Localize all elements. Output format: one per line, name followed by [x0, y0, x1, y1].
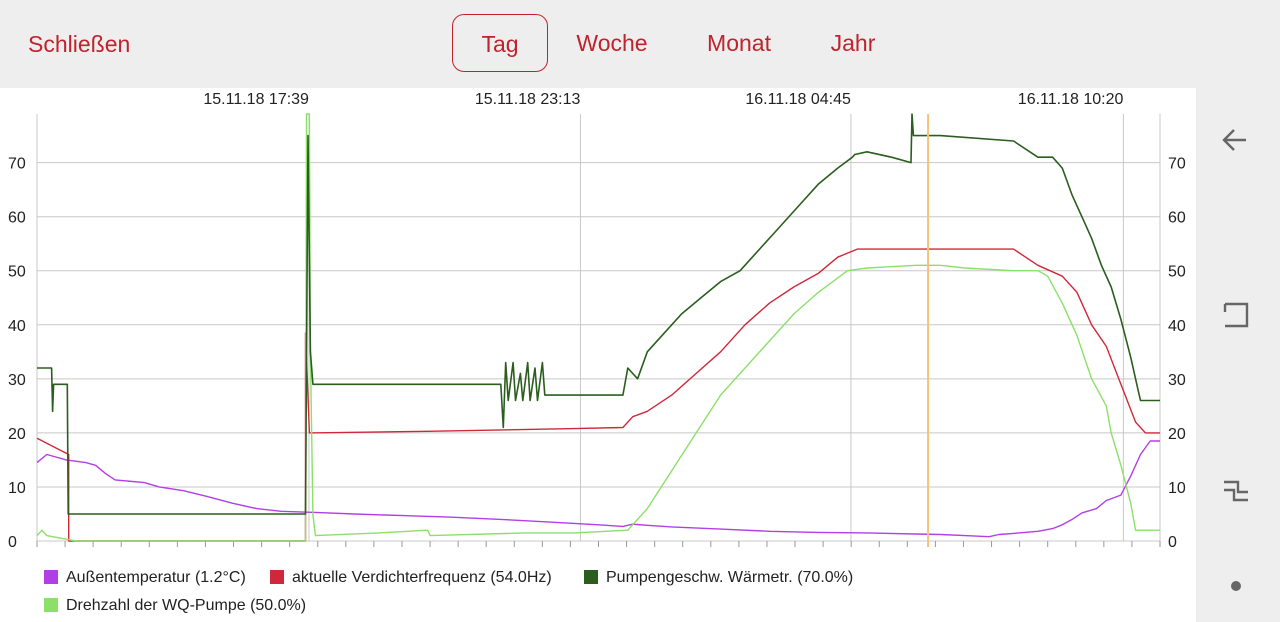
series-line	[37, 113, 1160, 515]
x-tick-label: 15.11.18 17:39	[203, 91, 309, 108]
tab-year[interactable]: Jahr	[830, 30, 876, 56]
legend-label: aktuelle Verdichterfrequenz (54.0Hz)	[292, 569, 552, 586]
y-tick-label-left: 10	[8, 480, 26, 497]
tab-day[interactable]: Tag	[452, 14, 548, 72]
top-toolbar: Schließen Tag Woche Monat Jahr	[0, 0, 1196, 88]
tab-month[interactable]: Monat	[707, 30, 771, 56]
y-tick-label-right: 20	[1168, 426, 1186, 443]
series-line	[36, 248, 1160, 542]
y-tick-label-left: 0	[8, 534, 17, 551]
y-tick-label-right: 40	[1168, 318, 1186, 335]
series-line	[36, 113, 1160, 542]
tab-week[interactable]: Woche	[576, 30, 648, 56]
chart-legend: Außentemperatur (1.2°C) aktuelle Verdich…	[0, 564, 1196, 622]
legend-label: Drehzahl der WQ-Pumpe (50.0%)	[66, 597, 307, 614]
legend-swatch	[270, 570, 284, 584]
legend-item-outdoor-temp: Außentemperatur (1.2°C)	[44, 568, 246, 588]
y-tick-label-left: 60	[8, 210, 26, 227]
home-dot-icon[interactable]	[1216, 566, 1256, 606]
y-tick-label-right: 0	[1168, 534, 1177, 551]
back-icon[interactable]	[1216, 120, 1256, 160]
system-navigation-bar	[1196, 0, 1280, 622]
legend-item-compressor-frequency: aktuelle Verdichterfrequenz (54.0Hz)	[270, 568, 552, 588]
recents-icon[interactable]	[1216, 296, 1256, 336]
y-tick-label-left: 50	[8, 264, 26, 281]
return-icon[interactable]	[1216, 470, 1256, 510]
x-tick-label: 15.11.18 23:13	[475, 91, 581, 108]
x-tick-label: 16.11.18 04:45	[745, 91, 851, 108]
y-tick-label-left: 70	[8, 156, 26, 173]
legend-swatch	[44, 598, 58, 612]
close-button[interactable]: Schließen	[28, 31, 131, 57]
legend-swatch	[584, 570, 598, 584]
y-tick-label-right: 70	[1168, 156, 1186, 173]
legend-label: Pumpengeschw. Wärmetr. (70.0%)	[606, 569, 854, 586]
y-tick-label-left: 40	[8, 318, 26, 335]
y-tick-label-right: 60	[1168, 210, 1186, 227]
y-tick-label-right: 50	[1168, 264, 1186, 281]
y-tick-label-left: 30	[8, 372, 26, 389]
legend-swatch	[44, 570, 58, 584]
y-tick-label-left: 20	[8, 426, 26, 443]
legend-item-pump-speed: Pumpengeschw. Wärmetr. (70.0%)	[584, 568, 853, 588]
line-chart[interactable]: 0 0 10 10 20 20 30 30 40 40 50 50 60 60 70 70 15.11.18 1…	[0, 88, 1196, 558]
chart-area[interactable]: 0 0 10 10 20 20 30 30 40 40 50 50 60 60 70 70 15.11.18 1…	[0, 88, 1196, 558]
series-line	[36, 440, 1160, 538]
y-tick-label-right: 10	[1168, 480, 1186, 497]
y-tick-label-right: 30	[1168, 372, 1186, 389]
legend-item-wq-pump: Drehzahl der WQ-Pumpe (50.0%)	[44, 596, 306, 616]
legend-label: Außentemperatur (1.2°C)	[66, 569, 246, 586]
x-tick-label: 16.11.18 10:20	[1018, 91, 1124, 108]
